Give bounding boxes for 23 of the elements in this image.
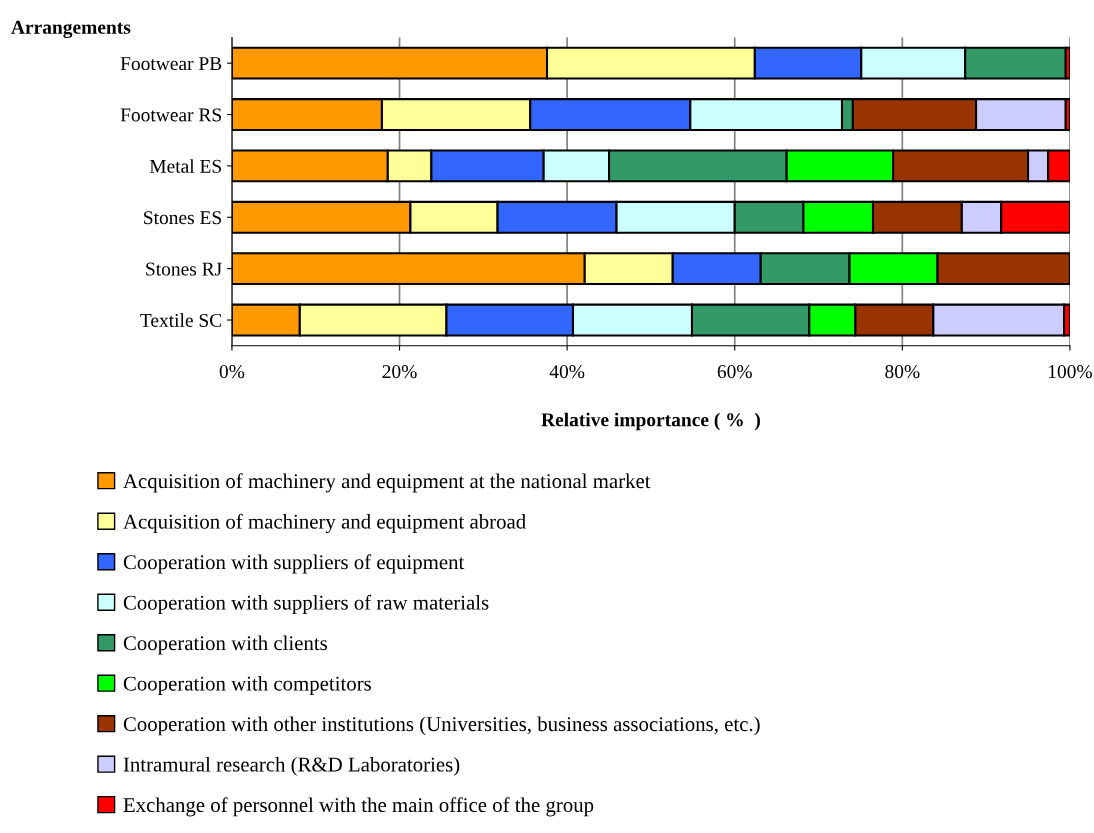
y-tick-label: Footwear PB: [120, 57, 222, 71]
legend-label: Cooperation with clients: [123, 635, 328, 655]
x-axis-title: Relative importance ( % ): [541, 412, 760, 431]
legend-label: Cooperation with competitors: [123, 675, 371, 695]
x-tick-label: 20%: [382, 365, 417, 379]
legend-label: Exchange of personnel with the main office of the group: [123, 797, 594, 817]
x-tick-label: 0%: [219, 365, 245, 379]
legend-label: Acquisition of machinery and equipment at the national market: [123, 473, 651, 493]
y-tick-label: Stones RJ: [146, 262, 222, 276]
x-tick-label: 60%: [717, 365, 752, 379]
x-tick-label: 40%: [549, 365, 585, 379]
legend-label: Acquisition of machinery and equipment abroad: [123, 513, 526, 533]
legend-label: Cooperation with suppliers of raw materials: [123, 594, 489, 614]
legend-label: Cooperation with other institutions (Universities, business associations, etc.): [123, 716, 760, 736]
x-tick-label: 100%: [1048, 365, 1092, 379]
y-tick-label: Footwear RS: [120, 108, 221, 122]
y-tick-label: Metal ES: [149, 159, 221, 173]
legend-label: Cooperation with suppliers of equipment: [123, 554, 465, 574]
x-tick-label: 80%: [885, 365, 920, 379]
y-axis-title: Arrangements: [11, 20, 131, 38]
y-tick-label: Stones ES: [144, 211, 221, 225]
y-tick-label: Textile SC: [140, 313, 222, 327]
legend-label: Intramural research (R&D Laboratories): [123, 756, 460, 776]
